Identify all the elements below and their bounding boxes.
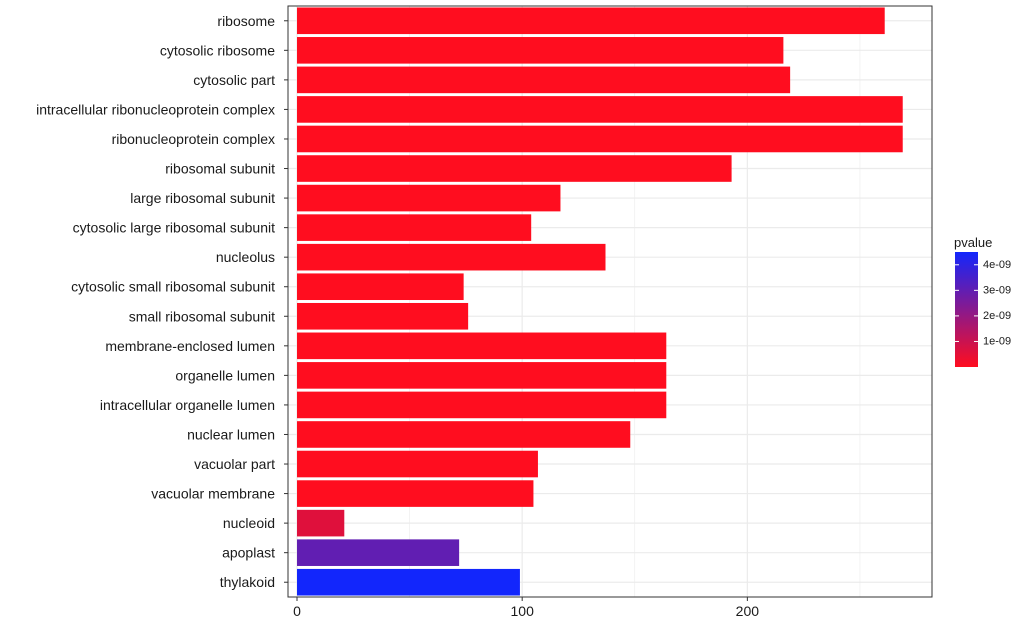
category-label: ribosome bbox=[217, 13, 275, 29]
plot-panel bbox=[288, 6, 932, 597]
bar bbox=[297, 7, 885, 35]
category-label: vacuolar membrane bbox=[151, 486, 275, 502]
category-label: ribosomal subunit bbox=[165, 161, 275, 177]
category-label: membrane-enclosed lumen bbox=[105, 338, 275, 354]
legend-tick-label: 3e-09 bbox=[983, 284, 1011, 296]
legend-tick-label: 2e-09 bbox=[983, 310, 1011, 322]
bar bbox=[297, 214, 532, 241]
category-label: ribonucleoprotein complex bbox=[112, 131, 275, 147]
bar bbox=[297, 155, 732, 182]
bar bbox=[297, 125, 903, 153]
bar bbox=[297, 450, 538, 478]
bar bbox=[297, 480, 534, 507]
category-label: cytosolic ribosome bbox=[160, 42, 275, 58]
bar bbox=[297, 362, 667, 389]
panel-border bbox=[287, 5, 933, 598]
category-label: nucleoid bbox=[223, 515, 275, 531]
bar bbox=[297, 391, 667, 419]
x-tick-label: 100 bbox=[511, 603, 535, 619]
bar bbox=[297, 302, 469, 330]
legend-title: pvalue bbox=[954, 235, 992, 250]
bar bbox=[297, 568, 520, 596]
category-label: thylakoid bbox=[220, 574, 275, 590]
bars bbox=[297, 7, 903, 596]
bar bbox=[297, 184, 561, 212]
bar bbox=[297, 332, 667, 360]
category-label: cytosolic part bbox=[193, 72, 275, 88]
category-label: small ribosomal subunit bbox=[129, 308, 275, 324]
bar bbox=[297, 37, 784, 64]
category-label: large ribosomal subunit bbox=[130, 190, 275, 206]
x-axis: 0 100 200 bbox=[293, 597, 759, 619]
bar bbox=[297, 243, 606, 271]
category-label: vacuolar part bbox=[194, 456, 275, 472]
bar bbox=[297, 66, 791, 94]
category-label: cytosolic small ribosomal subunit bbox=[71, 279, 275, 295]
bar bbox=[297, 421, 631, 448]
bar bbox=[297, 539, 460, 566]
y-axis: ribosome cytosolic ribosome cytosolic part… bbox=[36, 13, 288, 590]
legend: pvalue 1e-09 2e-09 3e-09 4e-09 bbox=[954, 235, 1011, 367]
category-label: intracellular ribonucleoprotein complex bbox=[36, 101, 275, 117]
category-label: nuclear lumen bbox=[187, 426, 275, 442]
category-label: cytosolic large ribosomal subunit bbox=[73, 220, 275, 236]
legend-tick-label: 1e-09 bbox=[983, 335, 1011, 347]
category-label: nucleolus bbox=[216, 249, 275, 265]
category-label: intracellular organelle lumen bbox=[100, 397, 275, 413]
bar bbox=[297, 273, 464, 301]
category-label: apoplast bbox=[222, 545, 275, 561]
category-label: organelle lumen bbox=[175, 367, 275, 383]
legend-tick-label: 4e-09 bbox=[983, 259, 1011, 271]
x-tick-label: 0 bbox=[293, 603, 301, 619]
x-tick-label: 200 bbox=[736, 603, 760, 619]
bar bbox=[297, 96, 903, 123]
legend-colorbar bbox=[955, 252, 978, 367]
bar bbox=[297, 509, 345, 537]
